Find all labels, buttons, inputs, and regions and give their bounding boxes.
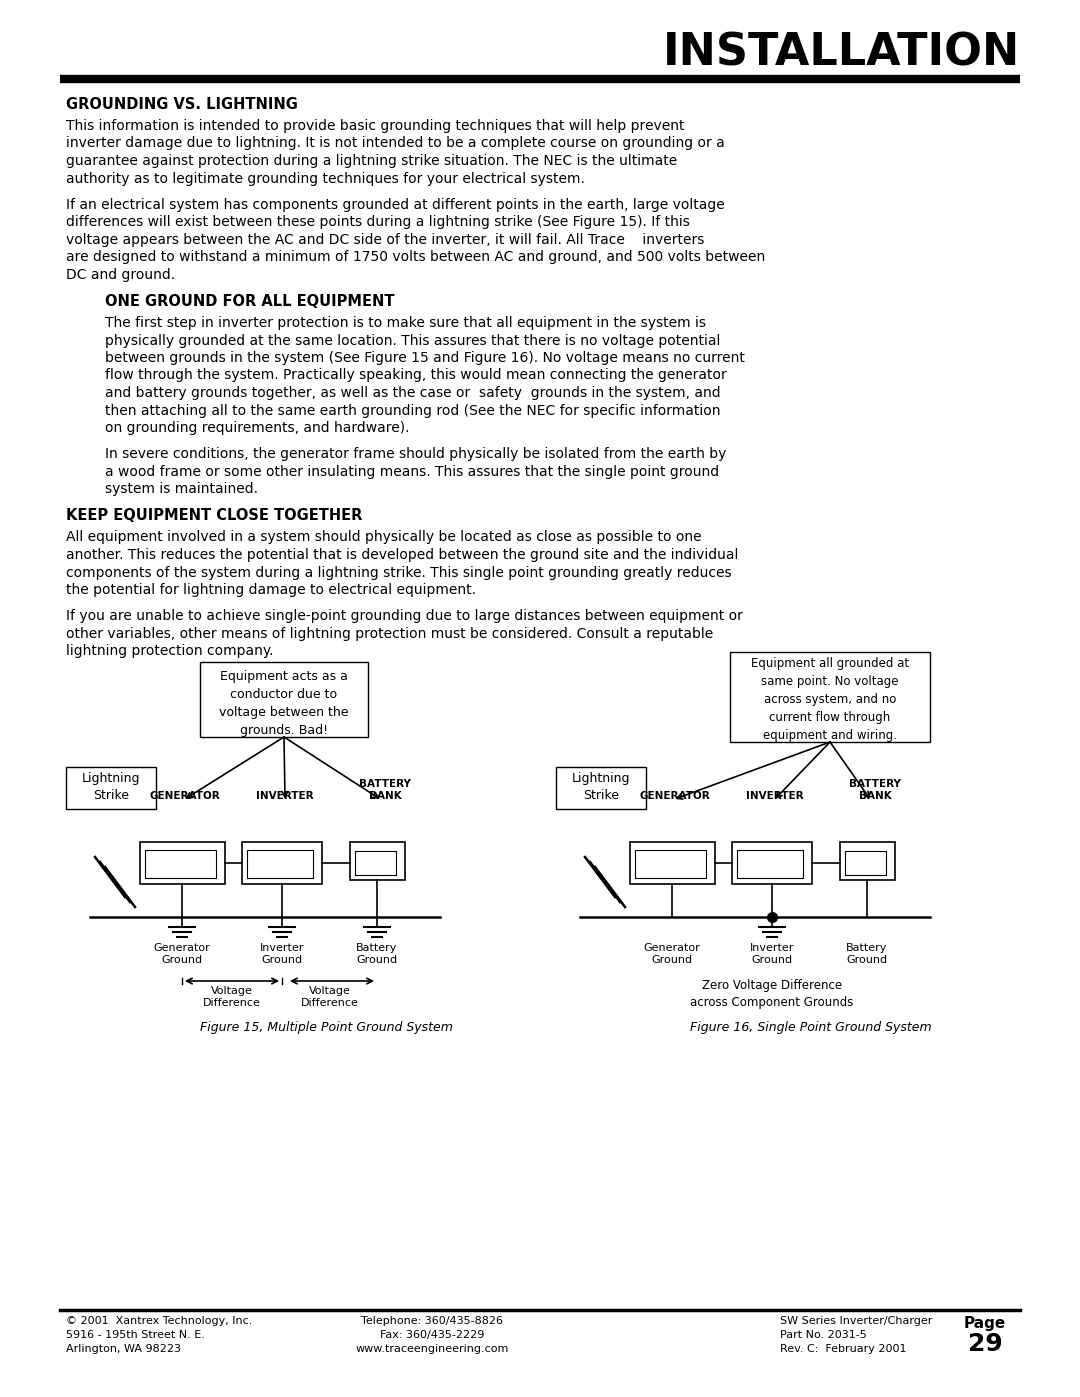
Text: other variables, other means of lightning protection must be considered. Consult: other variables, other means of lightnin…	[66, 627, 713, 641]
Text: authority as to legitimate grounding techniques for your electrical system.: authority as to legitimate grounding tec…	[66, 172, 585, 186]
Text: Equipment acts as a
conductor due to
voltage between the
grounds. Bad!: Equipment acts as a conductor due to vol…	[219, 671, 349, 738]
Text: Battery
Ground: Battery Ground	[356, 943, 397, 965]
Text: BATTERY
BANK: BATTERY BANK	[849, 778, 901, 800]
Text: KEEP EQUIPMENT CLOSE TOGETHER: KEEP EQUIPMENT CLOSE TOGETHER	[66, 509, 363, 524]
Text: ONE GROUND FOR ALL EQUIPMENT: ONE GROUND FOR ALL EQUIPMENT	[105, 293, 394, 309]
FancyBboxPatch shape	[200, 662, 368, 738]
Text: Inverter
Ground: Inverter Ground	[750, 943, 794, 965]
Text: a wood frame or some other insulating means. This assures that the single point : a wood frame or some other insulating me…	[105, 465, 719, 479]
Text: inverter damage due to lightning. It is not intended to be a complete course on : inverter damage due to lightning. It is …	[66, 137, 725, 151]
Text: Equipment all grounded at
same point. No voltage
across system, and no
current f: Equipment all grounded at same point. No…	[751, 657, 909, 742]
Text: components of the system during a lightning strike. This single point grounding : components of the system during a lightn…	[66, 566, 731, 580]
Bar	[247, 849, 313, 877]
Bar	[630, 842, 715, 884]
Text: BATTERY
BANK: BATTERY BANK	[359, 778, 410, 800]
Text: Zero Voltage Difference
across Component Grounds: Zero Voltage Difference across Component…	[690, 979, 853, 1009]
Bar	[355, 851, 396, 875]
Text: INSTALLATION: INSTALLATION	[663, 32, 1020, 75]
Text: The first step in inverter protection is to make sure that all equipment in the : The first step in inverter protection is…	[105, 316, 706, 330]
Bar	[145, 849, 216, 877]
Bar	[140, 842, 225, 884]
Bar	[840, 842, 895, 880]
Text: Page: Page	[963, 1316, 1007, 1331]
Text: DC and ground.: DC and ground.	[66, 268, 175, 282]
Text: Generator
Ground: Generator Ground	[644, 943, 700, 965]
Text: All equipment involved in a system should physically be located as close as poss: All equipment involved in a system shoul…	[66, 531, 702, 545]
Text: INVERTER: INVERTER	[256, 791, 314, 800]
Text: flow through the system. Practically speaking, this would mean connecting the ge: flow through the system. Practically spe…	[105, 369, 727, 383]
Bar	[635, 849, 706, 877]
Text: GENERATOR: GENERATOR	[639, 791, 711, 800]
Text: In severe conditions, the generator frame should physically be isolated from the: In severe conditions, the generator fram…	[105, 447, 727, 461]
Text: Figure 16, Single Point Ground System: Figure 16, Single Point Ground System	[690, 1021, 932, 1034]
Bar	[845, 851, 886, 875]
Text: physically grounded at the same location. This assures that there is no voltage : physically grounded at the same location…	[105, 334, 720, 348]
Text: Lightning
Strike: Lightning Strike	[571, 773, 631, 802]
Text: another. This reduces the potential that is developed between the ground site an: another. This reduces the potential that…	[66, 548, 739, 562]
Text: are designed to withstand a minimum of 1750 volts between AC and ground, and 500: are designed to withstand a minimum of 1…	[66, 250, 766, 264]
Text: INVERTER: INVERTER	[746, 791, 804, 800]
Text: This information is intended to provide basic grounding techniques that will hel: This information is intended to provide …	[66, 119, 685, 133]
Text: 29: 29	[968, 1331, 1002, 1356]
Text: and battery grounds together, as well as the case or  safety  grounds in the sys: and battery grounds together, as well as…	[105, 386, 720, 400]
Text: on grounding requirements, and hardware).: on grounding requirements, and hardware)…	[105, 420, 409, 434]
Text: Battery
Ground: Battery Ground	[847, 943, 888, 965]
Text: Figure 15, Multiple Point Ground System: Figure 15, Multiple Point Ground System	[200, 1021, 453, 1034]
Text: Generator
Ground: Generator Ground	[153, 943, 211, 965]
Text: GENERATOR: GENERATOR	[150, 791, 220, 800]
FancyBboxPatch shape	[556, 767, 646, 809]
Text: Voltage
Difference: Voltage Difference	[203, 986, 261, 1009]
Bar	[737, 849, 804, 877]
Text: If an electrical system has components grounded at different points in the earth: If an electrical system has components g…	[66, 198, 725, 212]
Text: voltage appears between the AC and DC side of the inverter, it will fail. All Tr: voltage appears between the AC and DC si…	[66, 233, 704, 247]
Bar	[732, 842, 812, 884]
Text: Lightning
Strike: Lightning Strike	[82, 773, 140, 802]
Text: differences will exist between these points during a lightning strike (See Figur: differences will exist between these poi…	[66, 215, 690, 229]
FancyBboxPatch shape	[730, 652, 930, 742]
Text: guarantee against protection during a lightning strike situation. The NEC is the: guarantee against protection during a li…	[66, 154, 677, 168]
Text: © 2001  Xantrex Technology, Inc.
5916 - 195th Street N. E.
Arlington, WA 98223: © 2001 Xantrex Technology, Inc. 5916 - 1…	[66, 1316, 253, 1354]
Text: system is maintained.: system is maintained.	[105, 482, 258, 496]
Bar	[350, 842, 405, 880]
Text: then attaching all to the same earth grounding rod (See the NEC for specific inf: then attaching all to the same earth gro…	[105, 404, 720, 418]
Text: SW Series Inverter/Charger
Part No. 2031-5
Rev. C:  February 2001: SW Series Inverter/Charger Part No. 2031…	[780, 1316, 932, 1354]
FancyBboxPatch shape	[66, 767, 156, 809]
Text: Telephone: 360/435-8826
Fax: 360/435-2229
www.traceengineering.com: Telephone: 360/435-8826 Fax: 360/435-222…	[355, 1316, 509, 1354]
Text: the potential for lightning damage to electrical equipment.: the potential for lightning damage to el…	[66, 583, 476, 597]
Text: Voltage
Difference: Voltage Difference	[300, 986, 359, 1009]
Text: GROUNDING VS. LIGHTNING: GROUNDING VS. LIGHTNING	[66, 96, 298, 112]
Text: lightning protection company.: lightning protection company.	[66, 644, 273, 658]
Text: between grounds in the system (See Figure 15 and Figure 16). No voltage means no: between grounds in the system (See Figur…	[105, 351, 745, 365]
Text: If you are unable to achieve single-point grounding due to large distances betwe: If you are unable to achieve single-poin…	[66, 609, 743, 623]
Bar	[242, 842, 322, 884]
Text: Inverter
Ground: Inverter Ground	[260, 943, 305, 965]
